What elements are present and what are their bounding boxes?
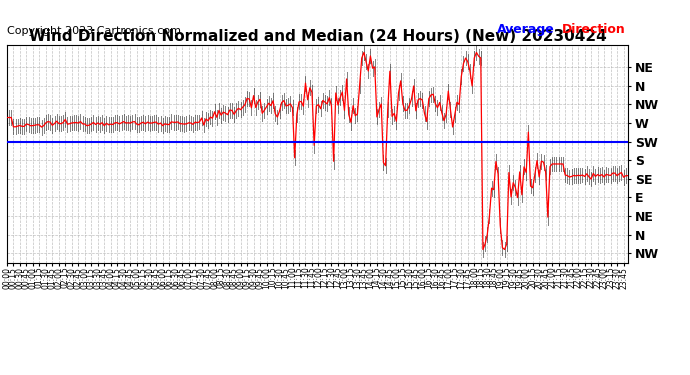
Text: Average: Average	[497, 22, 555, 36]
Text: Direction: Direction	[562, 22, 626, 36]
Text: Copyright 2023 Cartronics.com: Copyright 2023 Cartronics.com	[7, 26, 181, 36]
Title: Wind Direction Normalized and Median (24 Hours) (New) 20230424: Wind Direction Normalized and Median (24…	[28, 29, 607, 44]
